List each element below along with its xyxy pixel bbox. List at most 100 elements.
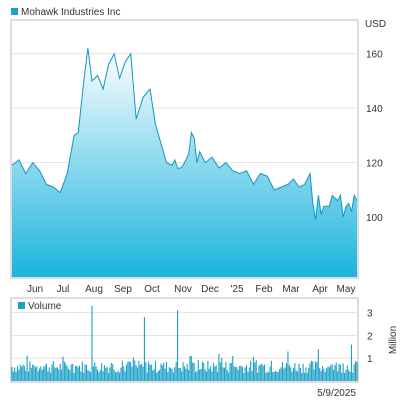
volume-bar	[186, 363, 188, 381]
volume-bar	[246, 365, 248, 381]
volume-bar	[320, 370, 322, 381]
price-x-tick-label: Feb	[255, 284, 273, 295]
volume-bar	[214, 366, 216, 381]
volume-bar	[284, 367, 286, 381]
volume-y-tick-labels: 1 2 3	[367, 309, 373, 366]
volume-bar	[160, 363, 162, 381]
volume-bar	[63, 361, 65, 381]
volume-bar	[161, 365, 163, 381]
volume-bar	[250, 361, 252, 381]
volume-legend-label: Volume	[28, 301, 62, 312]
volume-bar	[185, 368, 187, 381]
volume-bar	[25, 370, 27, 381]
volume-bar	[294, 363, 296, 381]
volume-bar	[12, 371, 14, 381]
volume-bar	[26, 355, 28, 381]
price-x-tick-label: Mar	[282, 284, 300, 295]
volume-bar	[219, 362, 221, 381]
volume-bar	[298, 363, 300, 381]
volume-bar	[203, 363, 205, 381]
volume-bar	[130, 361, 132, 381]
volume-bar	[125, 364, 128, 381]
price-y-tick-label: 140	[366, 104, 383, 115]
volume-bar	[230, 362, 232, 381]
volume-bar	[183, 366, 185, 381]
volume-bar	[92, 366, 94, 381]
volume-bar	[90, 372, 92, 381]
volume-bar	[274, 371, 277, 381]
price-x-tick-label: Sep	[114, 284, 132, 295]
volume-bar	[244, 367, 246, 381]
price-x-tick-labels: Jun Jul Aug Sep Oct Nov Dec '25 Feb Mar Apr May	[27, 284, 356, 295]
volume-bar	[335, 362, 337, 381]
volume-bar	[120, 367, 122, 381]
volume-bar	[217, 371, 219, 381]
volume-bar	[236, 367, 238, 381]
volume-bar	[266, 371, 268, 381]
volume-bar	[345, 370, 347, 381]
volume-bar	[149, 364, 151, 381]
volume-bar	[350, 344, 352, 381]
price-unit-label: USD	[365, 19, 386, 30]
volume-bar	[138, 360, 140, 381]
volume-bar	[44, 365, 46, 381]
volume-unit-label: Million	[388, 326, 399, 354]
volume-bar	[302, 363, 304, 381]
volume-bar	[328, 367, 330, 381]
volume-bar	[269, 366, 271, 381]
volume-bar	[338, 363, 340, 381]
volume-bars	[11, 305, 358, 381]
volume-bar	[234, 367, 237, 381]
volume-bar	[348, 369, 350, 381]
volume-bar	[212, 362, 214, 381]
volume-bar	[106, 367, 108, 381]
volume-bar	[54, 367, 56, 381]
volume-bar	[188, 370, 190, 381]
price-plot-frame	[10, 19, 359, 279]
volume-bar	[181, 371, 183, 381]
volume-bar	[257, 372, 259, 381]
volume-bar	[171, 368, 173, 381]
volume-bar	[87, 370, 89, 381]
volume-bar	[272, 371, 274, 381]
price-y-tick-label: 120	[366, 159, 383, 170]
volume-bar	[14, 367, 16, 381]
volume-bar	[143, 317, 145, 381]
volume-bar	[317, 349, 319, 381]
volume-bar	[168, 367, 170, 381]
volume-plot-frame	[10, 297, 359, 383]
volume-bar	[37, 371, 39, 381]
volume-bar	[67, 369, 70, 381]
volume-bar	[41, 370, 43, 381]
volume-bar	[145, 362, 147, 381]
volume-bar	[277, 371, 279, 381]
volume-bar	[193, 363, 195, 381]
volume-bar	[95, 366, 97, 381]
volume-bar	[310, 360, 312, 381]
volume-bar	[270, 360, 272, 381]
volume-bar	[204, 369, 206, 381]
volume-bar	[15, 372, 17, 381]
volume-bar	[154, 361, 157, 381]
volume-bar	[306, 372, 308, 381]
volume-bar	[80, 371, 82, 381]
volume-bar	[305, 367, 307, 381]
volume-legend-swatch	[18, 302, 25, 309]
price-y-tick-label: 160	[366, 50, 383, 61]
volume-bar	[175, 361, 177, 381]
volume-bar	[141, 363, 143, 381]
volume-bar	[99, 370, 101, 381]
volume-bar	[190, 356, 192, 381]
volume-bar	[65, 363, 67, 381]
volume-bar	[308, 367, 310, 381]
volume-bar	[243, 373, 245, 381]
volume-bar	[142, 366, 144, 381]
volume-bar	[252, 356, 254, 381]
volume-bar	[121, 360, 123, 381]
volume-bar	[255, 360, 257, 381]
volume-bar	[324, 371, 326, 381]
volume-bar	[32, 364, 34, 381]
volume-bar	[163, 362, 165, 381]
volume-bar	[157, 370, 159, 381]
